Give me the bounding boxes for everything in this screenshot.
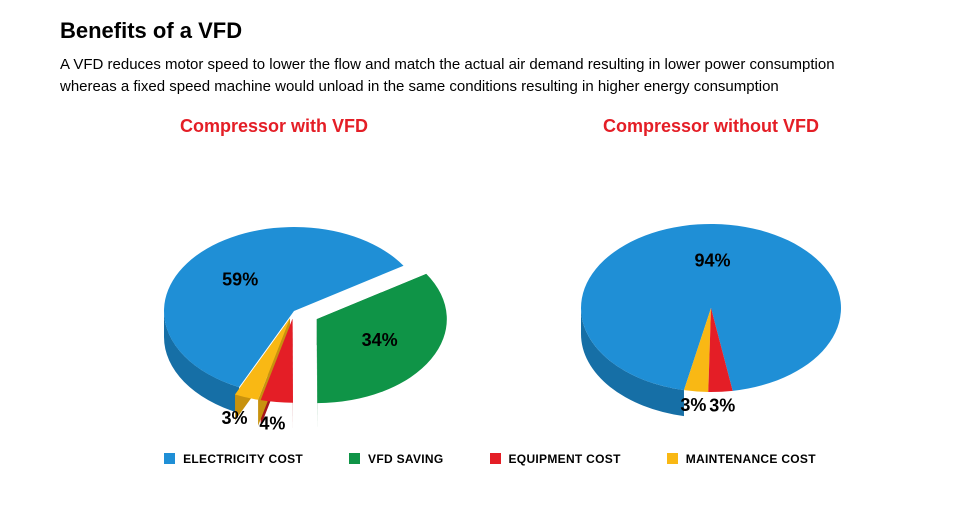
pie-slice-label: 3% (680, 395, 706, 415)
pie-slice-label: 94% (694, 250, 730, 270)
pie-slice-label: 34% (362, 329, 398, 349)
pie-slice-label: 3% (709, 395, 735, 415)
page-description: A VFD reduces motor speed to lower the f… (60, 54, 880, 98)
legend: ELECTRICITY COST VFD SAVING EQUIPMENT COST… (60, 452, 920, 466)
legend-label: VFD SAVING (368, 452, 443, 466)
panel-right: Compressor without VFD 94% 3%3% (501, 116, 921, 446)
pie-slice-label: 4% (259, 413, 285, 430)
legend-label: EQUIPMENT COST (509, 452, 621, 466)
legend-item: EQUIPMENT COST (490, 452, 621, 466)
legend-item: VFD SAVING (349, 452, 443, 466)
pie-slice-label: 3% (221, 407, 247, 427)
page-title: Benefits of a VFD (60, 18, 920, 44)
chart-right-canvas: 94% 3%3% (501, 143, 921, 446)
chart-right-title: Compressor without VFD (603, 116, 819, 137)
page-root: Benefits of a VFD A VFD reduces motor sp… (0, 0, 980, 466)
legend-label: ELECTRICITY COST (183, 452, 303, 466)
legend-swatch (164, 453, 175, 464)
legend-swatch (490, 453, 501, 464)
chart-left-canvas: 59% 34% 4% 3% (59, 143, 489, 446)
panel-left: Compressor with VFD 59% 34% 4% 3% (59, 116, 489, 446)
legend-item: MAINTENANCE COST (667, 452, 816, 466)
legend-swatch (349, 453, 360, 464)
legend-swatch (667, 453, 678, 464)
legend-label: MAINTENANCE COST (686, 452, 816, 466)
charts-row: Compressor with VFD 59% 34% 4% 3% Compresso… (60, 116, 920, 446)
pie-slice-label: 59% (222, 269, 258, 289)
legend-item: ELECTRICITY COST (164, 452, 303, 466)
chart-left-title: Compressor with VFD (180, 116, 368, 137)
